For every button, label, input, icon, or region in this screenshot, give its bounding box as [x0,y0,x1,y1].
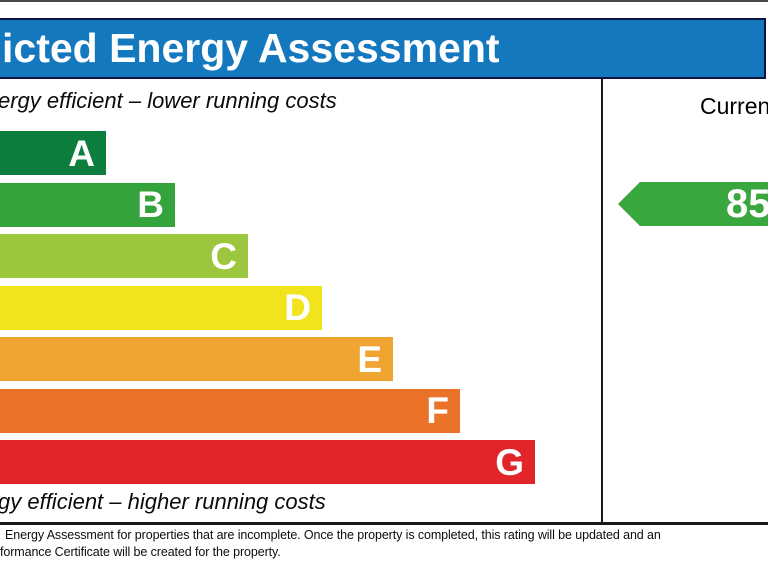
band-g: G [0,440,535,484]
rating-bands: A B C D E F G [0,131,535,484]
footer-note-line1: Energy Assessment for properties that ar… [5,528,661,542]
band-d-letter: D [284,287,311,328]
current-column-header: Current [700,93,768,119]
band-f-letter: F [426,390,449,431]
title-bar: icted Energy Assessment [0,18,766,79]
band-d: D [0,285,322,330]
footer-note-line2: formance Certificate will be created for… [0,545,281,559]
band-c-letter: C [210,235,237,277]
chart-bottom-border [0,522,768,525]
band-g-letter: G [495,441,524,483]
band-c: C [0,234,248,278]
page-title: icted Energy Assessment [2,25,500,71]
caption-not-energy-efficient: gy efficient – higher running costs [0,489,326,514]
current-rating-value: 85 [726,182,768,226]
band-b: B [0,182,175,227]
top-rule-divider [0,0,768,2]
band-e-letter: E [357,338,382,380]
band-e: E [0,337,393,381]
footer-note: Energy Assessment for properties that ar… [0,527,768,561]
column-divider [601,79,603,523]
caption-energy-efficient: ergy efficient – lower running costs [0,88,337,113]
band-a-letter: A [68,132,95,174]
current-rating-arrow: 85 [618,182,768,226]
band-a: A [0,131,106,175]
band-b-letter: B [137,184,164,225]
band-f: F [0,388,460,433]
